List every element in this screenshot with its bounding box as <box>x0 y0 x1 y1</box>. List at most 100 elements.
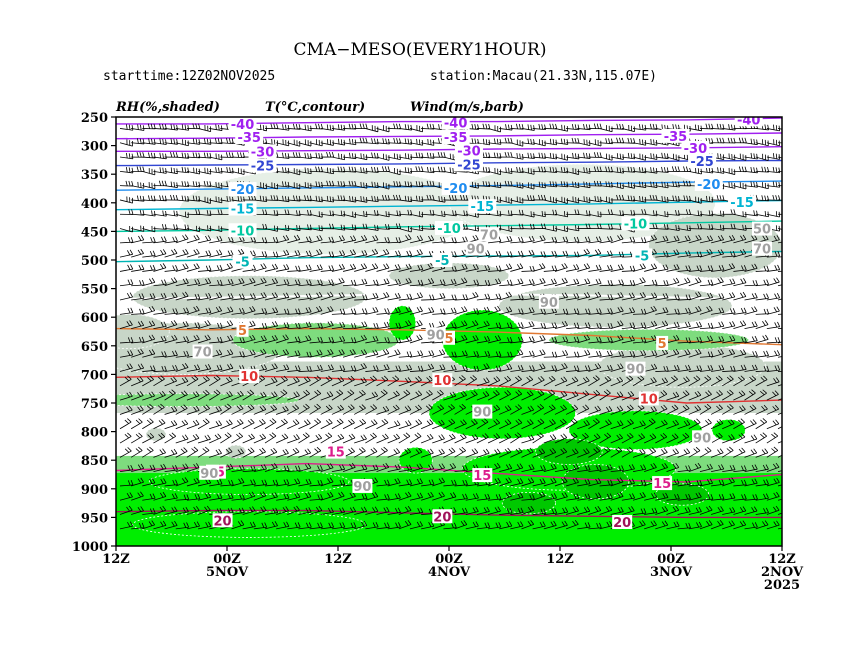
wind-barb <box>599 322 613 330</box>
wind-barb <box>354 308 368 315</box>
wind-barb <box>677 225 691 232</box>
wind-barb <box>287 279 301 287</box>
wind-barb <box>331 292 345 301</box>
wind-barb <box>599 236 613 244</box>
wind-barb <box>655 307 669 315</box>
wind-barb <box>465 308 480 315</box>
wind-barb <box>577 248 590 258</box>
wind-barb <box>476 306 490 315</box>
wind-barb <box>376 182 390 190</box>
wind-barb <box>376 278 390 287</box>
wind-barb <box>599 250 613 258</box>
wind-barb <box>644 292 658 301</box>
wind-barb <box>644 153 658 160</box>
wind-barb <box>387 138 402 144</box>
wind-barb <box>387 307 401 315</box>
wind-barb <box>131 264 145 272</box>
wind-barb <box>153 307 167 315</box>
wind-barb <box>465 279 480 287</box>
wind-barb <box>632 322 647 330</box>
wind-barb <box>532 322 546 330</box>
wind-barb <box>599 166 613 173</box>
wind-barb <box>688 265 703 272</box>
wind-barb <box>142 168 156 176</box>
wind-barb <box>253 195 268 203</box>
wind-barb <box>331 263 345 272</box>
wind-barb <box>543 250 558 258</box>
rh-label: 90 <box>200 467 218 482</box>
wind-barb <box>610 306 624 315</box>
wind-barb <box>577 152 591 159</box>
wind-barb <box>577 292 591 301</box>
wind-barb <box>343 279 357 287</box>
wind-barb <box>153 249 167 258</box>
wind-barb <box>298 139 312 147</box>
wind-barb <box>644 181 658 188</box>
wind-barb <box>744 263 758 272</box>
rh-region-19 <box>535 438 603 465</box>
rh-label: 90 <box>626 363 644 378</box>
wind-barb <box>755 265 770 272</box>
wind-barb <box>387 237 402 244</box>
wind-barb <box>365 279 379 287</box>
wind-barb <box>499 251 513 258</box>
wind-barb <box>153 321 167 330</box>
wind-barb <box>153 292 167 301</box>
wind-barb <box>588 236 602 244</box>
wind-barb <box>566 137 580 144</box>
wind-barb <box>521 265 535 272</box>
wind-barb <box>577 263 591 272</box>
wind-barb <box>287 210 301 217</box>
wind-barb <box>432 166 446 173</box>
wind-barb <box>543 123 558 130</box>
y-tick-label: 500 <box>81 254 108 269</box>
wind-barb <box>331 336 346 344</box>
wind-barb <box>398 263 412 272</box>
wind-barb <box>409 292 423 301</box>
wind-barb <box>421 194 435 201</box>
wind-barb <box>443 307 457 315</box>
wind-barb <box>543 196 557 204</box>
wind-barb <box>220 262 234 272</box>
wind-barb <box>711 307 725 315</box>
wind-barb <box>677 195 691 202</box>
wind-barb <box>577 167 591 174</box>
wind-barb <box>298 293 312 301</box>
wind-barb <box>655 264 669 272</box>
wind-barb <box>198 265 212 272</box>
temp-label: 5 <box>658 337 667 352</box>
wind-barb <box>398 306 412 315</box>
wind-barb <box>610 194 625 201</box>
wind-barb <box>566 264 580 272</box>
wind-barb <box>242 306 256 315</box>
wind-barb <box>599 294 613 301</box>
wind-barb <box>398 195 413 203</box>
wind-barb <box>387 168 401 176</box>
wind-barb <box>131 308 145 315</box>
wind-barb <box>398 250 413 258</box>
wind-barb <box>510 308 524 315</box>
wind-barb <box>409 166 424 172</box>
wind-barb <box>354 167 368 174</box>
wind-barb <box>655 181 669 189</box>
wind-barb <box>487 125 501 133</box>
wind-barb <box>376 125 390 133</box>
wind-barb <box>320 336 335 344</box>
wind-barb <box>376 337 390 344</box>
wind-barb <box>666 308 680 315</box>
wind-barb <box>186 322 201 330</box>
wind-barb <box>621 236 636 244</box>
wind-barb <box>543 138 558 146</box>
wind-barb <box>610 251 625 258</box>
wind-barb <box>287 234 301 244</box>
wind-barb <box>276 279 290 287</box>
wind-barb <box>588 123 602 130</box>
wind-barb <box>521 195 535 201</box>
wind-barb <box>354 235 368 244</box>
wind-barb <box>554 236 569 244</box>
x-tick-label: 5NOV <box>206 565 249 580</box>
wind-barb <box>142 320 156 330</box>
wind-barb <box>354 123 368 130</box>
wind-barb <box>688 277 702 287</box>
wind-barb <box>521 235 535 244</box>
